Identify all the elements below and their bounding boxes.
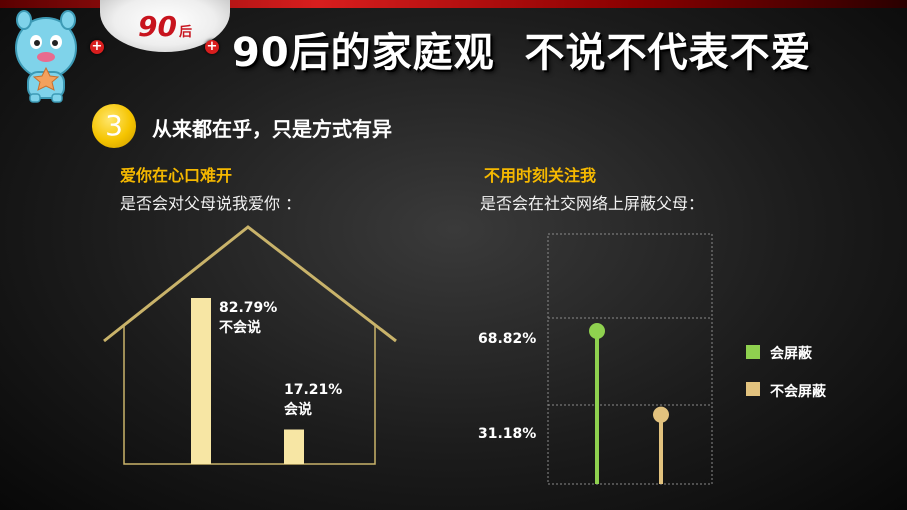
left-chart-subtitle: 爱你在心口难开 (120, 166, 233, 185)
plot-frame (547, 233, 713, 485)
right-chart-subtitle: 不用时刻关注我 (484, 166, 597, 185)
left-chart-question: 是否会对父母说我爱你 ： (120, 194, 302, 213)
bar-value-wont-say: 82.79% (219, 300, 278, 316)
bar-label-wont-say: 82.79% 不会说 (219, 298, 277, 338)
mascot-icon (15, 10, 77, 103)
bar-category-will-say: 会说 (284, 402, 312, 418)
bar-will-say (284, 429, 304, 464)
page-title: 90后的家庭观 不说不代表不爱 (232, 30, 812, 76)
house-roof (103, 225, 397, 343)
plus-icon-right: + (205, 39, 219, 54)
point-will-block (589, 323, 605, 339)
section-number-badge: 3 (92, 104, 136, 148)
tick-label-upper: 68.82% (478, 331, 537, 347)
bar-wont-say (191, 298, 211, 464)
section-title: 从来都在乎，只是方式有异 (152, 117, 392, 141)
right-chart-question: 是否会在社交网络上屏蔽父母： (480, 194, 705, 213)
legend-label-will-block: 会屏蔽 (770, 346, 812, 362)
logo-badge-text: 90 后 (100, 10, 230, 50)
legend-swatch-wont-block (746, 382, 760, 396)
bar-category-wont-say: 不会说 (219, 320, 261, 336)
tick-label-lower: 31.18% (478, 426, 537, 442)
logo-suffix: 后 (178, 25, 192, 40)
bar-value-will-say: 17.21% (284, 382, 343, 398)
plus-icon-left: + (90, 39, 104, 54)
bar-label-will-say: 17.21% 会说 (284, 380, 342, 420)
house-walls (123, 325, 376, 465)
point-wont-block (653, 406, 669, 423)
top-banner (0, 0, 907, 8)
legend-label-wont-block: 不会屏蔽 (770, 384, 826, 400)
legend-swatch-will-block (746, 345, 760, 359)
logo-number: 90 (138, 10, 177, 43)
